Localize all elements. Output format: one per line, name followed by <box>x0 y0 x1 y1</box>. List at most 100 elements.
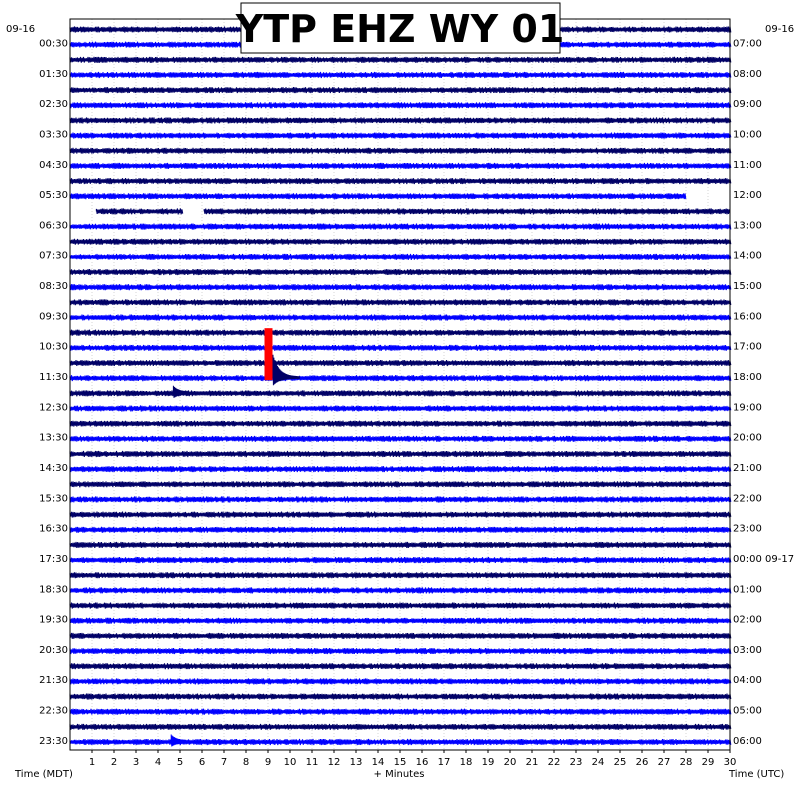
right-hour-label: 11:00 <box>733 160 762 171</box>
left-hour-labels: 00:30 01:30 02:30 03:30 04:30 05:30 06:30 07:30… <box>39 39 68 747</box>
right-date-label: 09-16 <box>765 24 794 35</box>
x-tick-label: 4 <box>155 757 161 768</box>
seismic-trace <box>69 466 732 473</box>
left-hour-label: 12:30 <box>39 402 68 413</box>
x-tick-label: 3 <box>133 757 139 768</box>
x-tick-label: 29 <box>702 757 715 768</box>
seismic-trace <box>69 572 732 579</box>
seismic-trace <box>69 663 732 670</box>
seismic-trace <box>69 738 732 746</box>
clipped-event-marker <box>264 328 273 381</box>
right-hour-label: 04:00 <box>733 675 762 686</box>
x-tick-label: 8 <box>243 757 249 768</box>
seismic-trace <box>69 359 732 367</box>
seismic-trace <box>69 253 732 260</box>
right-hour-label: 14:00 <box>733 251 762 262</box>
right-hour-label: 05:00 <box>733 706 762 717</box>
left-hour-label: 05:30 <box>39 190 68 201</box>
x-tick-label: 26 <box>636 757 649 768</box>
x-tick-label: 16 <box>416 757 429 768</box>
right-hour-label: 12:00 <box>733 190 762 201</box>
x-tick-label: 11 <box>306 757 319 768</box>
seismic-trace <box>69 678 732 685</box>
seismic-trace <box>69 132 732 139</box>
x-tick-label: 19 <box>482 757 495 768</box>
right-hour-label: 02:00 <box>733 615 762 626</box>
right-hour-label: 15:00 <box>733 281 762 292</box>
seismic-trace <box>69 708 732 715</box>
seismic-trace <box>69 557 732 564</box>
right-hour-label: 08:00 <box>733 69 762 80</box>
x-tick-label: 15 <box>394 757 407 768</box>
seismic-trace <box>69 162 732 169</box>
x-tick-label: 2 <box>111 757 117 768</box>
left-hour-label: 23:30 <box>39 736 68 747</box>
left-hour-label: 18:30 <box>39 584 68 595</box>
left-hour-label: 14:30 <box>39 463 68 474</box>
seismic-trace <box>69 329 732 336</box>
left-axis-label: Time (MDT) <box>14 769 73 780</box>
left-hour-label: 03:30 <box>39 129 68 140</box>
left-hour-label: 11:30 <box>39 372 68 383</box>
small-event-signal <box>170 734 187 747</box>
x-tick-label: 12 <box>328 757 341 768</box>
right-hour-label: 20:00 <box>733 433 762 444</box>
right-hour-label: 22:00 <box>733 493 762 504</box>
x-tick-label: 28 <box>680 757 693 768</box>
x-tick-label: 23 <box>570 757 583 768</box>
seismic-trace <box>69 511 732 518</box>
right-hour-label: 17:00 <box>733 342 762 353</box>
seismic-trace <box>69 314 732 321</box>
seismic-trace <box>69 405 732 412</box>
left-hour-label: 22:30 <box>39 706 68 717</box>
seismic-trace <box>69 375 732 382</box>
right-hour-label: 00:00 09-17 <box>733 554 794 565</box>
seismic-trace <box>69 541 732 548</box>
seismic-trace <box>95 208 184 215</box>
x-axis-ticks: 1 2 3 4 5 6 7 8 9 10 11 12 13 14 15 16 17 18 19 20 21 22 23 24 2… <box>89 750 736 768</box>
left-hour-label: 01:30 <box>39 69 68 80</box>
right-hour-label: 10:00 <box>733 129 762 140</box>
x-tick-label: 21 <box>526 757 539 768</box>
right-hour-label: 13:00 <box>733 220 762 231</box>
seismic-trace <box>69 602 732 609</box>
small-event-signal <box>172 385 189 398</box>
left-hour-label: 21:30 <box>39 675 68 686</box>
x-tick-label: 6 <box>199 757 205 768</box>
right-hour-label: 07:00 <box>733 39 762 50</box>
left-hour-label: 20:30 <box>39 645 68 656</box>
x-tick-label: 5 <box>177 757 183 768</box>
seismic-trace <box>203 208 731 215</box>
x-tick-label: 22 <box>548 757 561 768</box>
x-tick-label: 20 <box>504 757 517 768</box>
seismic-trace <box>69 693 732 700</box>
x-tick-label: 1 <box>89 757 95 768</box>
x-tick-label: 27 <box>658 757 671 768</box>
left-date-label: 09-16 <box>6 24 35 35</box>
right-hour-label: 03:00 <box>733 645 762 656</box>
seismic-trace <box>69 223 732 230</box>
x-tick-label: 9 <box>265 757 271 768</box>
seismic-trace <box>69 147 732 154</box>
seismic-trace <box>69 178 732 185</box>
right-axis-label: Time (UTC) <box>728 769 784 780</box>
x-tick-label: 24 <box>592 757 605 768</box>
left-hour-label: 08:30 <box>39 281 68 292</box>
right-hour-labels: 07:00 08:00 09:00 10:00 11:00 12:00 13:00 14:00… <box>733 39 794 747</box>
seismic-trace <box>69 587 732 594</box>
left-hour-label: 19:30 <box>39 615 68 626</box>
seismic-trace <box>69 269 732 276</box>
seismic-trace <box>69 435 732 442</box>
seismic-trace <box>69 496 732 503</box>
event-layer <box>170 328 301 747</box>
x-tick-label: 7 <box>221 757 227 768</box>
seismic-trace <box>69 481 732 488</box>
x-axis-label: + Minutes <box>374 769 425 780</box>
seismic-trace <box>69 344 732 351</box>
left-hour-label: 10:30 <box>39 342 68 353</box>
right-hour-label: 18:00 <box>733 372 762 383</box>
x-tick-label: 13 <box>350 757 363 768</box>
chart-title: YTP EHZ WY 01 <box>235 7 565 51</box>
left-hour-label: 09:30 <box>39 311 68 322</box>
